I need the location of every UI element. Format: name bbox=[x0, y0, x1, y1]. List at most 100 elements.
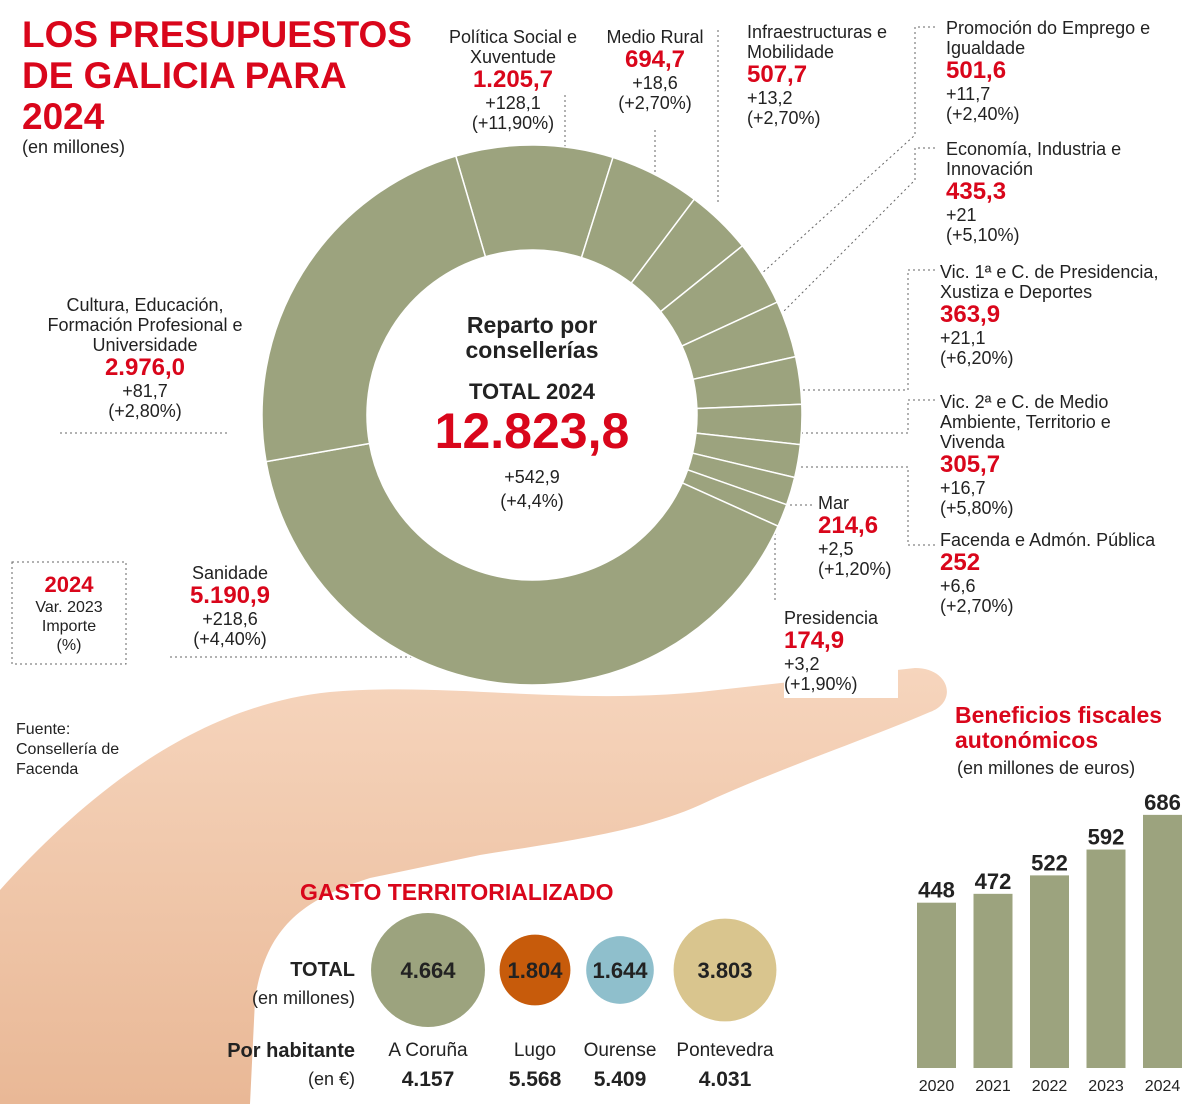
category-label: A Coruña bbox=[388, 1040, 468, 1061]
legend-line: Var. 2023 bbox=[35, 599, 103, 616]
center-title: Reparto por consellerías bbox=[465, 312, 599, 363]
per-capita-label: 5.568 bbox=[509, 1068, 562, 1091]
segment-label: Medio Rural 694,7 +18,6 (+2,70%) bbox=[585, 27, 725, 113]
category-label: Lugo bbox=[514, 1040, 556, 1061]
segment-label: Cultura, Educación, Formación Profesiona… bbox=[35, 295, 255, 421]
row-label: (en millones) bbox=[251, 988, 355, 1008]
bubble-label: 1.804 bbox=[507, 958, 563, 983]
row-label: (en €) bbox=[307, 1069, 355, 1089]
segment-label: Mar 214,6 +2,5 (+1,20%) bbox=[818, 493, 928, 579]
bar bbox=[1086, 849, 1126, 1068]
bubble-title: GASTO TERRITORIALIZADO bbox=[300, 879, 614, 905]
change-pct-label: (+5,80%) bbox=[940, 498, 1014, 518]
legend-box: 2024 Var. 2023 Importe (%) bbox=[12, 572, 126, 655]
value-label: 501,6 bbox=[946, 57, 1007, 84]
change-label: +128,1 bbox=[485, 93, 541, 113]
change-label: +81,7 bbox=[122, 381, 168, 401]
change-pct-label: (+2,80%) bbox=[108, 401, 182, 421]
category-label: Cultura, Educación, Formación Profesiona… bbox=[47, 295, 243, 355]
value-label: 252 bbox=[940, 549, 981, 576]
value-label: 522 bbox=[1031, 850, 1068, 875]
change-label: +6,6 bbox=[940, 576, 976, 596]
legend-year: 2024 bbox=[44, 572, 94, 597]
category-label: Vic. 2ª e C. de Medio Ambiente, Territor… bbox=[940, 392, 1111, 452]
value-label: 507,7 bbox=[747, 61, 808, 88]
bubble bbox=[673, 918, 777, 1022]
segment-label: Facenda e Admón. Pública 252 +6,6 (+2,70%) bbox=[940, 530, 1195, 616]
change-label: +3,2 bbox=[784, 654, 820, 674]
value-label: 1.205,7 bbox=[472, 66, 554, 93]
change-label: +13,2 bbox=[747, 88, 793, 108]
x-tick-label: 2022 bbox=[1032, 1078, 1068, 1095]
segment-label: Economía, Industria e Innovación 435,3 +21… bbox=[946, 139, 1176, 245]
bubble bbox=[586, 936, 654, 1004]
bubble-label: 3.803 bbox=[697, 958, 752, 983]
category-label: Economía, Industria e Innovación bbox=[946, 139, 1122, 179]
per-capita-label: 5.409 bbox=[594, 1068, 647, 1091]
per-capita-label: 4.157 bbox=[402, 1068, 455, 1091]
subtitle: (en millones) bbox=[22, 137, 126, 157]
total-title: TOTAL 2024 bbox=[469, 379, 595, 404]
segment-label: Infraestructuras e Mobilidade 507,7 +13,2(… bbox=[747, 22, 917, 128]
bubble bbox=[371, 913, 485, 1027]
per-capita-label: 4.031 bbox=[699, 1068, 752, 1091]
category-label: Ourense bbox=[584, 1040, 657, 1061]
change-pct-label: (+2,70%) bbox=[618, 93, 692, 113]
donut-segment bbox=[261, 155, 487, 463]
x-tick-label: 2021 bbox=[975, 1078, 1011, 1095]
leader-lines bbox=[11, 26, 935, 665]
value-label: 5.190,9 bbox=[189, 582, 271, 609]
bar-subtitle: (en millones de euros) bbox=[957, 758, 1136, 778]
value-label: 2.976,0 bbox=[104, 354, 186, 381]
change-pct-label: (+2,40%) bbox=[946, 104, 1020, 124]
change-pct-label: (+2,70%) bbox=[747, 108, 821, 128]
category-label: Política Social e Xuventude bbox=[448, 27, 578, 67]
change-pct-label: (+5,10%) bbox=[946, 225, 1020, 245]
category-label: Vic. 1ª e C. de Presidencia, Xustiza e D… bbox=[940, 262, 1159, 302]
change-pct-label: (+2,70%) bbox=[940, 596, 1014, 616]
bar-title: Beneficios fiscales autonómicos bbox=[955, 702, 1163, 753]
value-label: 214,6 bbox=[818, 512, 879, 539]
category-label: Medio Rural bbox=[606, 27, 704, 47]
change-pct-label: (+4,40%) bbox=[193, 629, 267, 649]
segment-label: Vic. 2ª e C. de Medio Ambiente, Territor… bbox=[940, 392, 1160, 518]
legend-line: Importe bbox=[41, 618, 97, 635]
segment-label: Presidencia 174,9 +3,2 (+1,90%) bbox=[784, 608, 898, 698]
bubble-label: 4.664 bbox=[400, 958, 456, 983]
segment-label: Vic. 1ª e C. de Presidencia, Xustiza e D… bbox=[940, 262, 1195, 368]
change-pct-label: (+11,90%) bbox=[471, 113, 555, 133]
value-label: 592 bbox=[1088, 825, 1125, 850]
x-tick-label: 2024 bbox=[1145, 1078, 1181, 1095]
x-tick-label: 2020 bbox=[919, 1078, 955, 1095]
bar bbox=[973, 893, 1013, 1068]
change-label: +21,1 bbox=[940, 328, 986, 348]
segment-label: Sanidade 5.190,9 +218,6 (+4,40%) bbox=[150, 563, 310, 649]
bar bbox=[917, 902, 956, 1068]
legend-line: (%) bbox=[56, 637, 82, 654]
category-label: Facenda e Admón. Pública bbox=[940, 530, 1156, 550]
total-value: 12.823,8 bbox=[434, 403, 630, 459]
hand bbox=[0, 668, 947, 1104]
category-label: Promoción do Emprego e Igualdade bbox=[946, 18, 1151, 58]
value-label: 435,3 bbox=[946, 178, 1007, 205]
total-change: +542,9 bbox=[504, 467, 560, 487]
change-label: +18,6 bbox=[632, 73, 678, 93]
row-label: TOTAL bbox=[290, 959, 355, 981]
value-label: 305,7 bbox=[940, 451, 1001, 478]
category-label: Sanidade bbox=[191, 563, 269, 583]
category-label: Presidencia bbox=[784, 608, 879, 628]
donut-center: Reparto por consellerías TOTAL 2024 12.8… bbox=[412, 312, 652, 512]
value-label: 694,7 bbox=[624, 46, 686, 73]
source: Fuente: Consellería de Facenda bbox=[16, 721, 120, 778]
title: LOS PRESUPUESTOS DE GALICIA PARA 2024 bbox=[22, 14, 412, 137]
value-label: 448 bbox=[918, 878, 955, 903]
change-label: +16,7 bbox=[940, 478, 986, 498]
segment-label: Política Social e Xuventude 1.205,7 +128,1… bbox=[443, 27, 583, 133]
change-pct-label: (+1,90%) bbox=[784, 674, 858, 694]
donut-segment bbox=[265, 442, 780, 686]
bar bbox=[1143, 814, 1182, 1068]
category-label: Infraestructuras e Mobilidade bbox=[747, 22, 888, 62]
bubble bbox=[499, 934, 571, 1006]
change-label: +21 bbox=[946, 205, 977, 225]
